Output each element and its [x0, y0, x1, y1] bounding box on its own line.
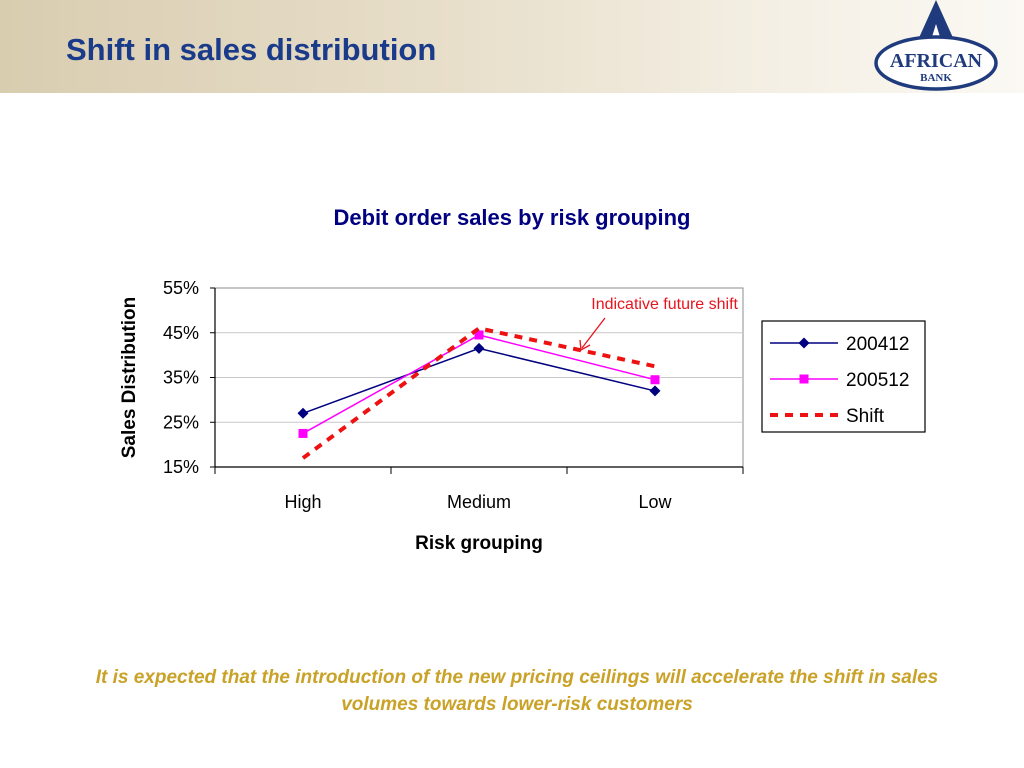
page-title: Shift in sales distribution — [66, 32, 437, 67]
data-point-200412 — [473, 342, 485, 354]
legend-label: 200412 — [846, 334, 909, 355]
annotation-arrow-head — [579, 339, 591, 352]
y-tick-label: 55% — [163, 278, 199, 298]
logo-text-african: AFRICAN — [890, 50, 983, 72]
y-tick-label: 25% — [163, 412, 199, 432]
logo-oval — [874, 35, 998, 91]
african-bank-logo: AFRICAN BANK — [874, 0, 998, 91]
x-tick-label: High — [284, 492, 321, 512]
data-point-200412 — [649, 385, 661, 397]
legend-label: 200512 — [846, 370, 909, 391]
y-axis-title: Sales Distribution — [119, 297, 140, 459]
logo-text-bank: BANK — [920, 72, 952, 84]
legend-marker-200412 — [798, 337, 810, 349]
annotation-arrow — [581, 317, 606, 349]
footnote: It is expected that the introduction of … — [95, 667, 939, 715]
logo-triangle — [918, 0, 954, 40]
y-tick-label: 15% — [163, 457, 199, 477]
data-point-200412 — [297, 407, 309, 419]
data-point-200512 — [474, 330, 484, 340]
y-tick-label: 45% — [163, 323, 199, 343]
x-axis-title: Risk grouping — [415, 533, 543, 554]
header-band — [0, 0, 1024, 93]
legend-label: Shift — [846, 406, 885, 427]
x-tick-label: Medium — [447, 492, 511, 512]
data-point-200512 — [650, 375, 660, 385]
y-tick-label: 35% — [163, 368, 199, 388]
legend-marker-200512 — [799, 374, 809, 384]
annotation-label: Indicative future shift — [591, 296, 738, 313]
data-point-200512 — [298, 428, 308, 438]
x-tick-label: Low — [638, 492, 672, 512]
chart-title: Debit order sales by risk grouping — [333, 205, 691, 230]
